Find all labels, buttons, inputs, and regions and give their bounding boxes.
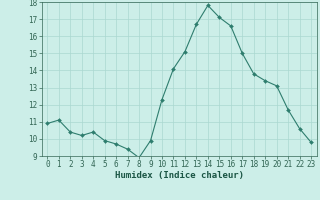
- X-axis label: Humidex (Indice chaleur): Humidex (Indice chaleur): [115, 171, 244, 180]
